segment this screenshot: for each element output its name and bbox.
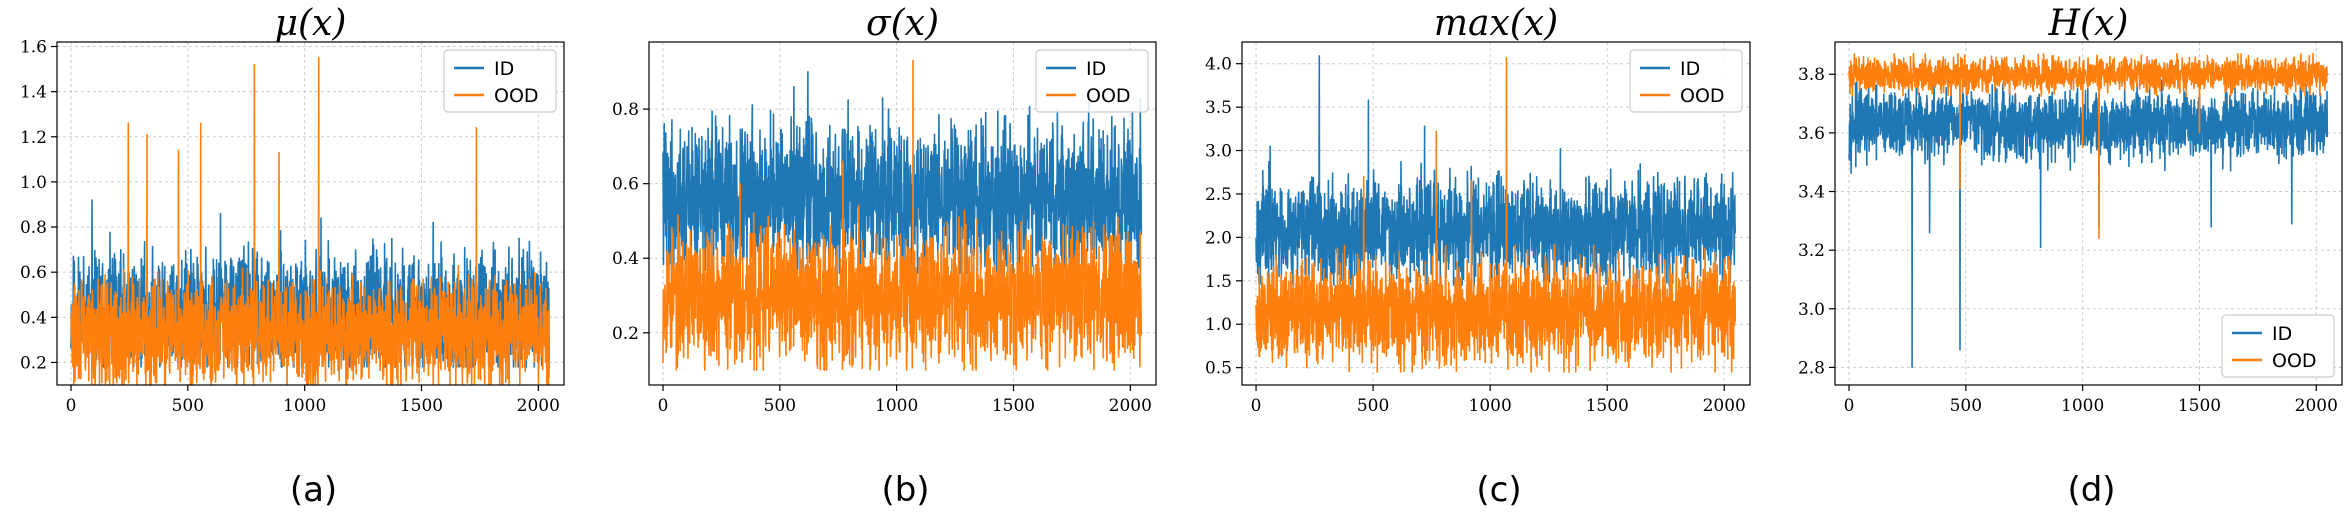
y-tick-label: 0.5 [1205,359,1232,379]
panel-title: H(x) [2048,3,2129,44]
y-tick-label: 3.6 [1798,124,1825,144]
y-tick-label: 2.5 [1205,185,1232,205]
legend-box [1035,49,1149,113]
panel-a: 0 500 1000 1500 2000 0.2 0.4 0.6 0.8 1.0 1.2 1.4 1.6… [20,3,565,510]
y-tick-label: 3.0 [1798,300,1825,320]
legend-label-id: ID [1680,58,1700,80]
legend: ID OOD [1629,49,1743,113]
y-tick-label: 3.5 [1205,98,1232,118]
x-tick-label: 1500 [400,396,443,416]
panel-caption: (d) [2067,470,2115,510]
series-line-id [1255,55,1737,286]
y-tick-label: 0.6 [612,175,639,195]
legend-label-id: ID [494,58,514,80]
y-tick-label: 4.0 [1205,55,1232,75]
legend-box [1629,49,1743,113]
panel-caption: (b) [881,470,929,510]
x-tick-label: 1000 [2061,396,2104,416]
y-tick-label: 1.5 [1205,272,1232,292]
panel-title: μ(x) [275,3,347,44]
legend-label-ood: OOD [2272,350,2317,372]
y-tick-label: 0.2 [612,324,639,344]
axes-frame [56,41,565,386]
legend-box [2221,314,2335,378]
x-tick-label: 2000 [517,396,560,416]
y-tick-label: 1.6 [20,38,47,58]
x-tick-label: 0 [66,396,77,416]
legend-box [443,49,557,113]
y-tick-label: 1.2 [20,128,47,148]
x-tick-label: 500 [1950,396,1982,416]
x-tick-label: 1500 [992,396,1035,416]
x-tick-label: 2000 [2295,396,2338,416]
panel-title: max(x) [1434,3,1558,44]
axes-frame [1834,41,2343,386]
panel-b: 0 500 1000 1500 2000 0.2 0.4 0.6 0.8 σ(x) (b) ID OOD [612,3,1157,510]
y-tick-label: 3.2 [1798,241,1825,261]
y-tick-label: 1.4 [20,83,47,103]
legend-label-ood: OOD [1086,85,1131,107]
legend: ID OOD [2221,314,2335,378]
y-tick-label: 1.0 [20,173,47,193]
legend-label-ood: OOD [1680,85,1725,107]
y-tick-label: 2.0 [1205,228,1232,248]
y-tick-label: 3.0 [1205,142,1232,162]
x-tick-label: 1500 [1586,396,1629,416]
panel-c: 0 500 1000 1500 2000 0.5 1.0 1.5 2.0 2.5 3.0 3.5 4.0… [1205,3,1751,510]
y-tick-label: 3.8 [1798,65,1825,85]
x-tick-label: 1000 [1469,396,1512,416]
panel-caption: (a) [290,470,337,510]
series-line-id [662,71,1143,274]
series-line-ood [662,59,1143,371]
legend-label-ood: OOD [494,85,539,107]
x-tick-label: 2000 [1109,396,1152,416]
x-tick-label: 2000 [1703,396,1746,416]
y-tick-label: 2.8 [1798,358,1825,378]
series-line-ood [70,57,551,385]
panel-d: 0 500 1000 1500 2000 2.8 3.0 3.2 3.4 3.6 3.8 H(x) (d… [1798,3,2343,510]
legend: ID OOD [443,49,557,113]
panel-title: σ(x) [866,3,939,44]
y-tick-label: 0.6 [20,263,47,283]
y-tick-label: 0.4 [612,249,639,269]
x-tick-label: 1000 [875,396,918,416]
x-tick-label: 500 [1357,396,1389,416]
x-tick-label: 1500 [2178,396,2221,416]
legend-label-id: ID [2272,323,2292,345]
y-tick-label: 0.4 [20,308,47,328]
x-tick-label: 0 [1844,396,1855,416]
y-tick-label: 0.8 [20,218,47,238]
axes-frame [1241,41,1751,386]
y-tick-label: 0.2 [20,353,47,373]
x-tick-label: 1000 [283,396,326,416]
y-tick-label: 0.8 [612,100,639,120]
x-tick-label: 0 [658,396,669,416]
series-line-ood [1848,52,2329,240]
axes-frame [648,41,1157,386]
series-line-id [1848,79,2329,369]
y-tick-label: 1.0 [1205,315,1232,335]
legend: ID OOD [1035,49,1149,113]
x-tick-label: 500 [764,396,796,416]
legend-label-id: ID [1086,58,1106,80]
x-tick-label: 500 [172,396,204,416]
y-tick-label: 3.4 [1798,183,1825,203]
x-tick-label: 0 [1251,396,1262,416]
panel-caption: (c) [1476,470,1521,510]
series-line-ood [1255,56,1737,373]
